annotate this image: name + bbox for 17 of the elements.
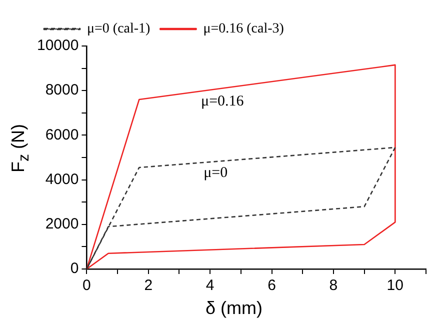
y-tick-label: 8000	[45, 82, 79, 99]
y-tick-label: 10000	[36, 37, 79, 54]
x-tick-label: 8	[329, 277, 338, 294]
x-tick-label: 4	[206, 277, 214, 294]
x-axis-title: δ (mm)	[204, 298, 264, 319]
annotation: μ=0.16	[201, 94, 244, 110]
x-tick-label: 6	[268, 277, 276, 294]
x-tick-label: 2	[144, 277, 153, 294]
y-tick-label: 2000	[45, 216, 79, 233]
x-tick-label: 0	[82, 277, 91, 294]
x-tick-label: 10	[386, 277, 404, 294]
y-tick-label: 6000	[45, 126, 79, 144]
legend-label: μ=0 (cal-1)	[87, 22, 151, 37]
y-tick-label: 4000	[45, 170, 79, 188]
y-tick-label: 0	[70, 260, 79, 278]
annotation: μ=0	[204, 165, 228, 182]
legend-label: μ=0.16 (cal-3)	[203, 22, 284, 37]
